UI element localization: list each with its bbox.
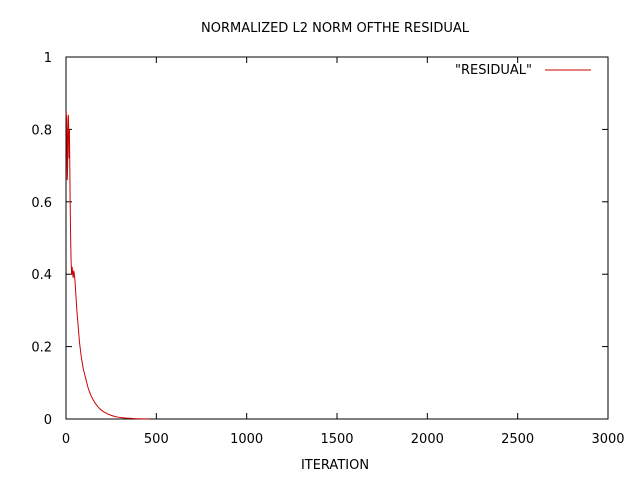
y-tick-label: 0.2 (31, 341, 52, 356)
legend: "RESIDUAL" (455, 63, 591, 78)
x-tick-label: 0 (62, 432, 70, 447)
chart-title: NORMALIZED L2 NORM OFTHE RESIDUAL (201, 21, 470, 36)
x-tick-label: 2500 (501, 432, 534, 447)
x-tick-label: 2000 (411, 432, 444, 447)
y-tick-label: 1 (44, 51, 52, 66)
x-tick-label: 1000 (230, 432, 263, 447)
plot-frame (65, 56, 609, 420)
y-axis-ticks: 0 0.2 0.4 0.6 0.8 1 (31, 51, 608, 428)
x-axis-label: ITERATION (301, 458, 369, 473)
x-tick-label: 3000 (591, 432, 624, 447)
series-line-residual (65, 111, 150, 420)
y-tick-label: 0.8 (31, 123, 52, 138)
y-tick-label: 0.4 (31, 268, 52, 283)
legend-label-residual: "RESIDUAL" (455, 63, 532, 78)
y-tick-label: 0 (44, 413, 52, 428)
x-axis-ticks: 0 500 1000 1500 2000 2500 3000 (62, 57, 625, 447)
y-tick-label: 0.6 (31, 196, 52, 211)
x-tick-label: 1500 (320, 432, 353, 447)
x-tick-label: 500 (144, 432, 169, 447)
series-layer (65, 111, 150, 420)
